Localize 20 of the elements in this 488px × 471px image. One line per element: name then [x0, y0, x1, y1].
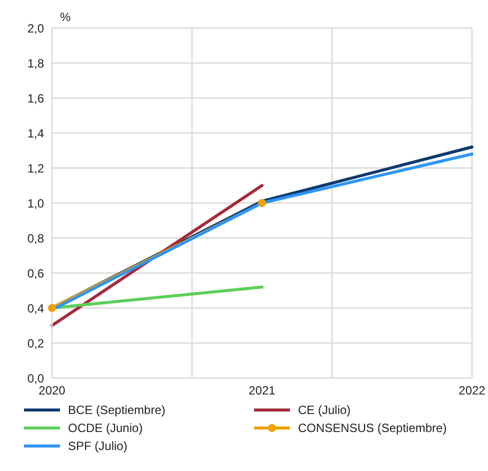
x-tick-label: 2022 — [458, 384, 486, 398]
y-tick-label: 1,2 — [27, 161, 44, 176]
y-axis-title: % — [60, 10, 71, 24]
y-tick-label: 0,4 — [27, 301, 44, 316]
legend-label: SPF (Julio) — [68, 439, 128, 453]
y-tick-label: 1,6 — [27, 91, 44, 106]
legend-label: BCE (Septiembre) — [68, 403, 166, 417]
y-tick-label: 1,4 — [27, 126, 44, 140]
y-tick-label: 0,2 — [27, 336, 44, 350]
y-tick-label: 0,0 — [27, 371, 44, 386]
legend-label: OCDE (Junio) — [68, 421, 143, 435]
y-tick-label: 2,0 — [27, 21, 44, 36]
x-tick-label: 2020 — [38, 384, 66, 398]
y-tick-label: 0,8 — [27, 231, 44, 246]
y-tick-label: 1,0 — [27, 196, 44, 210]
y-tick-label: 0,6 — [27, 266, 44, 280]
legend-label: CONSENSUS (Septiembre) — [298, 421, 447, 435]
x-tick-label: 2021 — [248, 384, 276, 398]
y-tick-label: 1,8 — [27, 56, 44, 70]
legend-label: CE (Julio) — [298, 403, 351, 417]
